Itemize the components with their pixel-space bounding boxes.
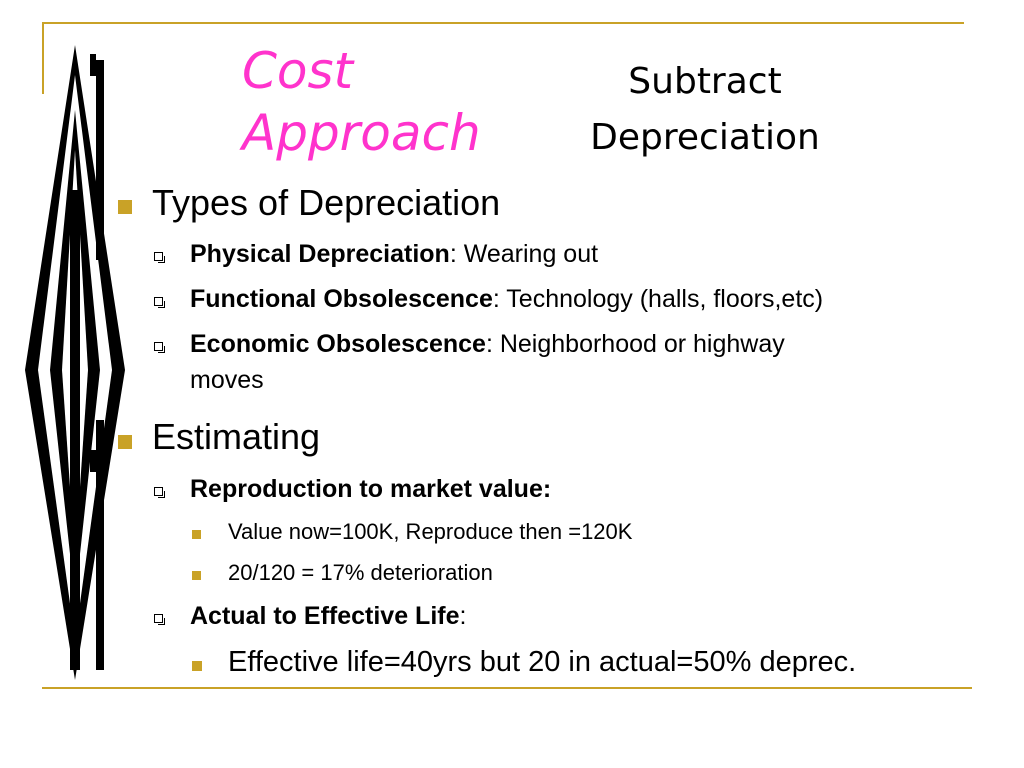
level3-bullet	[192, 661, 202, 671]
level2-bullet	[154, 614, 165, 625]
left-rule	[42, 22, 44, 94]
level3-bullet	[192, 530, 201, 539]
top-rule	[42, 22, 964, 24]
sub-item-effective-life: Effective life=40yrs but 20 in actual=50…	[228, 646, 857, 678]
sub-item-value-now: Value now=100K, Reproduce then =120K	[228, 519, 633, 544]
slide-subtitle: Subtract Depreciation	[555, 54, 855, 166]
list-item-economic: Economic Obsolescence: Neighborhood or h…	[190, 330, 785, 358]
slide-title: Cost Approach	[242, 40, 481, 164]
subtitle-line-2: Depreciation	[590, 117, 820, 158]
level1-bullet	[118, 200, 132, 214]
subtitle-line-1: Subtract	[628, 61, 782, 102]
section-heading-types: Types of Depreciation	[152, 182, 501, 223]
level1-bullet	[118, 435, 132, 449]
list-item-effective-life: Actual to Effective Life:	[190, 602, 467, 630]
list-item-functional: Functional Obsolescence: Technology (hal…	[190, 285, 824, 313]
level2-bullet	[154, 487, 165, 498]
level2-bullet	[154, 297, 165, 308]
sub-item-deterioration: 20/120 = 17% deterioration	[228, 560, 493, 585]
title-line-2: Approach	[242, 104, 481, 162]
decorative-spike-art	[25, 45, 125, 680]
list-item-physical: Physical Depreciation: Wearing out	[190, 240, 599, 268]
level3-bullet	[192, 571, 201, 580]
title-line-1: Cost	[242, 42, 354, 100]
list-item-economic-continued: moves	[190, 366, 264, 394]
level2-bullet	[154, 252, 165, 263]
bottom-rule	[42, 687, 972, 689]
level2-bullet	[154, 342, 165, 353]
list-item-reproduction: Reproduction to market value:	[190, 475, 552, 503]
section-heading-estimating: Estimating	[152, 416, 321, 457]
